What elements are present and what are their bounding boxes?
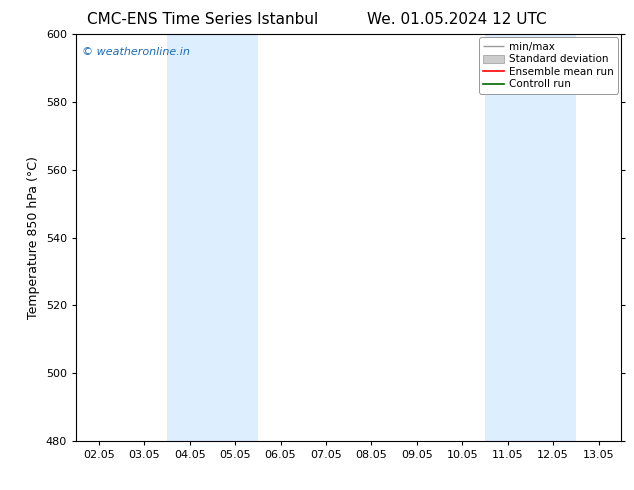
Legend: min/max, Standard deviation, Ensemble mean run, Controll run: min/max, Standard deviation, Ensemble me… <box>479 37 618 94</box>
Text: © weatheronline.in: © weatheronline.in <box>82 47 190 56</box>
Y-axis label: Temperature 850 hPa (°C): Temperature 850 hPa (°C) <box>27 156 40 319</box>
Text: CMC-ENS Time Series Istanbul: CMC-ENS Time Series Istanbul <box>87 12 318 27</box>
Bar <box>167 34 258 441</box>
Text: We. 01.05.2024 12 UTC: We. 01.05.2024 12 UTC <box>366 12 547 27</box>
Bar <box>485 34 576 441</box>
